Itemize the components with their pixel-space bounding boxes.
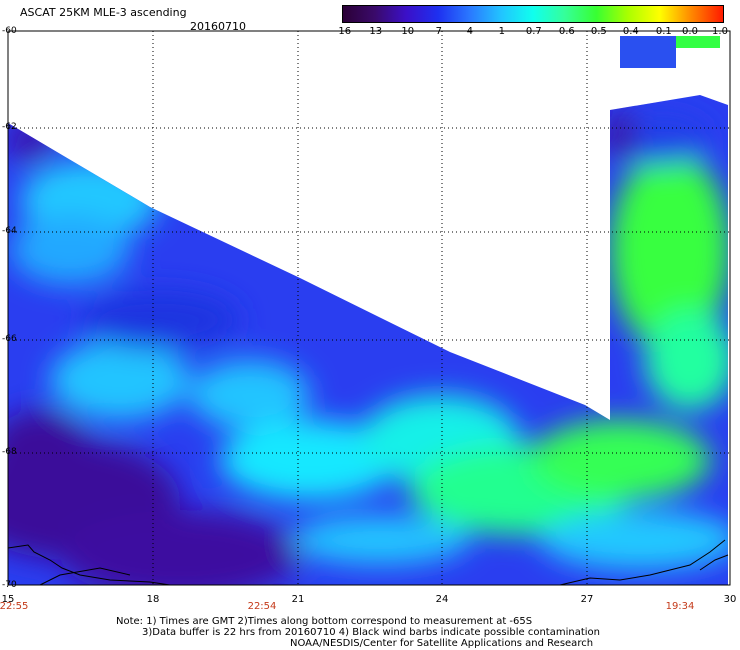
y-label: -62 (2, 122, 17, 132)
coastline (7, 539, 729, 586)
y-label: -60 (2, 26, 17, 36)
map-title: ASCAT 25KM MLE-3 ascending (20, 6, 187, 19)
time-label: 22:55 (0, 601, 29, 612)
data-patch (620, 36, 676, 68)
x-label: 30 (723, 594, 737, 605)
map-date: 20160710 (190, 20, 246, 33)
swath (8, 95, 728, 585)
note-line: Note: 1) Times are GMT 2)Times along bot… (116, 616, 533, 627)
y-label: -68 (2, 447, 17, 457)
y-label: -66 (2, 334, 17, 344)
y-label: -70 (2, 580, 17, 590)
gridlines (8, 31, 730, 585)
x-label: 27 (580, 594, 594, 605)
time-label: 22:54 (247, 601, 277, 612)
x-label: 15 (1, 594, 15, 605)
map-frame (7, 30, 731, 586)
x-label: 21 (291, 594, 305, 605)
time-label: 19:34 (665, 601, 695, 612)
colorbar (342, 5, 724, 23)
y-label: -64 (2, 226, 17, 236)
data-patch (676, 36, 720, 48)
note-line: NOAA/NESDIS/Center for Satellite Applica… (290, 638, 594, 649)
x-label: 24 (435, 594, 449, 605)
x-label: 18 (146, 594, 160, 605)
note-line: 3)Data buffer is 22 hrs from 20160710 4)… (142, 627, 600, 638)
